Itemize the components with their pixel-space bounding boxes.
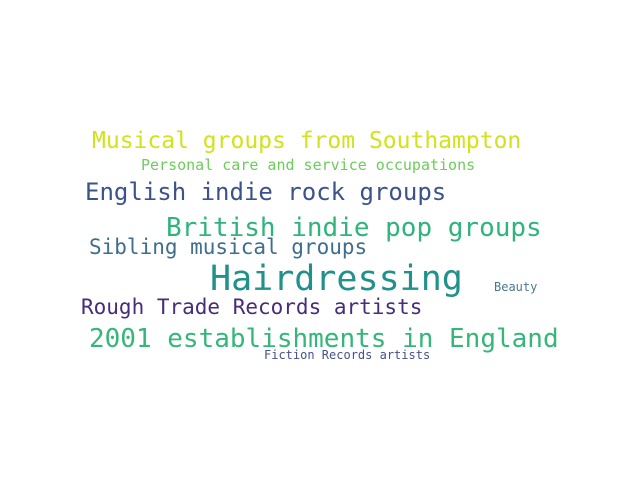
word: English indie rock groups xyxy=(85,178,447,206)
word: Fiction Records artists xyxy=(264,348,431,362)
word: Sibling musical groups xyxy=(89,235,368,259)
word: Hairdressing xyxy=(210,259,463,299)
word: Beauty xyxy=(494,280,538,294)
word: Personal care and service occupations xyxy=(141,156,476,174)
word: British indie pop groups xyxy=(166,213,542,243)
word: Rough Trade Records artists xyxy=(81,295,423,319)
word: Musical groups from Southampton xyxy=(92,128,522,154)
word: 2001 establishments in England xyxy=(89,324,559,354)
